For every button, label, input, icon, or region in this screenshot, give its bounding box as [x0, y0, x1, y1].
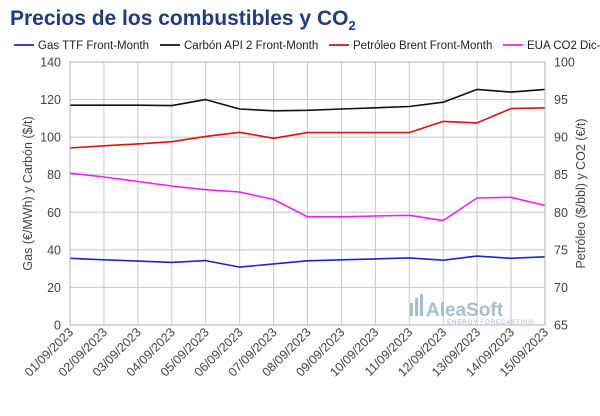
legend-label-0: Gas TTF Front-Month: [38, 40, 149, 52]
y-axis-right-title: Petróleo ($/bbl) y CO2 (€/t): [574, 118, 588, 268]
y-right-tick-2: 75: [554, 243, 568, 257]
chart-title-main: Precios de los combustibles y CO: [10, 7, 348, 30]
y-right-tick-5: 90: [554, 131, 568, 145]
series-lines: [69, 88, 546, 268]
series-line-carb-n-api-2-front-month: [70, 88, 546, 112]
y-right-tick-3: 80: [554, 206, 568, 220]
legend-label-2: Petróleo Brent Front-Month: [353, 40, 492, 52]
y-left-tick-6: 120: [40, 93, 61, 107]
y-right-tick-1: 70: [554, 281, 568, 295]
x-axis-ticks: 01/09/202302/09/202303/09/202304/09/2023…: [22, 325, 551, 379]
y-right-tick-0: 65: [554, 319, 568, 333]
y-left-tick-2: 40: [47, 243, 61, 257]
grid: [69, 61, 546, 326]
legend-label-3: EUA CO2 Dic-23: [527, 40, 600, 52]
y-right-tick-7: 100: [554, 56, 575, 70]
legend: Gas TTF Front-Month Carbón API 2 Front-Mo…: [14, 40, 600, 52]
y-left-tick-4: 80: [47, 168, 61, 182]
series-line-petr-leo-brent-front-month: [69, 107, 546, 149]
series-line-eua-co2-dic-23: [69, 172, 546, 222]
series-line-gas-ttf-front-month: [69, 255, 546, 268]
y-right-tick-6: 95: [554, 93, 568, 107]
chart-title: Precios de los combustibles y CO2: [10, 7, 356, 33]
y-left-tick-3: 60: [47, 206, 61, 220]
plot-frame: [69, 61, 546, 326]
y-left-tick-5: 100: [40, 131, 61, 145]
y-axis-left-ticks: 0 20 40 60 80 100 120 140: [40, 56, 61, 333]
watermark-tagline: ENERGY FORECASTING: [447, 319, 534, 326]
chart-title-subscript: 2: [348, 18, 355, 33]
y-left-tick-1: 20: [47, 281, 61, 295]
aleasoft-watermark: AleaSoft ENERGY FORECASTING: [410, 294, 534, 326]
y-axis-right-ticks: 65 70 75 80 85 90 95 100: [554, 56, 575, 333]
y-right-tick-4: 85: [554, 168, 568, 182]
legend-label-1: Carbón API 2 Front-Month: [184, 40, 318, 52]
y-left-tick-0: 0: [54, 319, 61, 333]
y-left-tick-7: 140: [40, 56, 61, 70]
aleasoft-logo-icon: [410, 294, 423, 316]
y-axis-left-title: Gas (€/MWh) y Carbón ($/t): [21, 116, 35, 270]
watermark-brand: AleaSoft: [426, 300, 504, 321]
